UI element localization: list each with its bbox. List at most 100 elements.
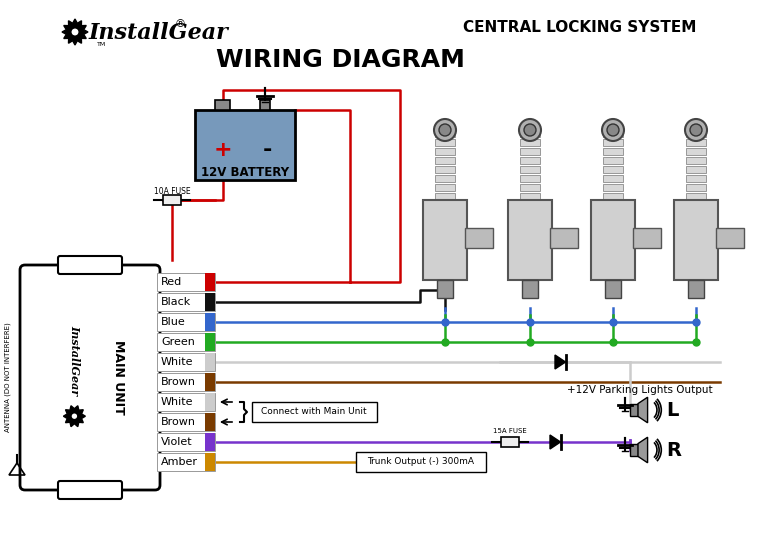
- Bar: [435, 184, 455, 191]
- Bar: [435, 157, 455, 164]
- Bar: [435, 175, 455, 182]
- Bar: [686, 166, 706, 173]
- Bar: [435, 166, 455, 173]
- Bar: [520, 184, 540, 191]
- Bar: [550, 228, 578, 248]
- Text: 10A FUSE: 10A FUSE: [154, 188, 190, 197]
- Text: Black: Black: [161, 297, 191, 307]
- Bar: [686, 184, 706, 191]
- Bar: [520, 130, 540, 137]
- FancyBboxPatch shape: [58, 256, 122, 274]
- Circle shape: [439, 124, 451, 136]
- Bar: [591, 200, 635, 280]
- Bar: [520, 193, 540, 200]
- Text: White: White: [161, 397, 193, 407]
- Bar: [157, 273, 215, 291]
- Bar: [423, 200, 467, 280]
- FancyBboxPatch shape: [58, 481, 122, 499]
- Bar: [157, 433, 215, 451]
- Circle shape: [519, 119, 541, 141]
- Text: +12V Parking Lights Output: +12V Parking Lights Output: [567, 385, 713, 395]
- Text: 12V BATTERY: 12V BATTERY: [201, 166, 289, 178]
- Text: Connect with Main Unit: Connect with Main Unit: [261, 407, 367, 416]
- Bar: [205, 353, 215, 371]
- Text: R: R: [666, 441, 681, 459]
- Bar: [603, 166, 623, 173]
- Circle shape: [602, 119, 624, 141]
- Bar: [686, 175, 706, 182]
- Bar: [157, 353, 215, 371]
- Circle shape: [690, 124, 702, 136]
- Bar: [205, 333, 215, 351]
- Bar: [520, 139, 540, 146]
- Text: White: White: [161, 357, 193, 367]
- Text: Amber: Amber: [161, 457, 198, 467]
- Text: TM: TM: [97, 42, 106, 47]
- Bar: [435, 130, 455, 137]
- Bar: [603, 193, 623, 200]
- Bar: [356, 452, 486, 472]
- Text: WIRING DIAGRAM: WIRING DIAGRAM: [215, 48, 464, 72]
- Circle shape: [607, 124, 619, 136]
- Bar: [501, 437, 519, 447]
- Bar: [603, 175, 623, 182]
- Bar: [520, 175, 540, 182]
- Bar: [252, 402, 377, 422]
- Bar: [674, 200, 718, 280]
- Bar: [686, 130, 706, 137]
- Text: 15A FUSE: 15A FUSE: [493, 428, 526, 434]
- Polygon shape: [550, 435, 561, 449]
- Bar: [205, 413, 215, 431]
- Circle shape: [524, 124, 536, 136]
- Bar: [157, 453, 215, 471]
- Bar: [686, 139, 706, 146]
- Circle shape: [685, 119, 707, 141]
- Bar: [520, 157, 540, 164]
- Bar: [465, 228, 493, 248]
- Bar: [688, 280, 704, 298]
- Polygon shape: [63, 406, 85, 427]
- Bar: [520, 148, 540, 155]
- FancyBboxPatch shape: [195, 110, 295, 180]
- Bar: [603, 184, 623, 191]
- Bar: [603, 139, 623, 146]
- Polygon shape: [555, 355, 566, 369]
- Text: Brown: Brown: [161, 377, 196, 387]
- Bar: [205, 373, 215, 391]
- Bar: [157, 293, 215, 311]
- Text: Red: Red: [161, 277, 183, 287]
- Bar: [605, 280, 621, 298]
- Bar: [435, 139, 455, 146]
- Text: MAIN UNIT: MAIN UNIT: [112, 340, 125, 415]
- Circle shape: [71, 412, 78, 420]
- Bar: [716, 228, 744, 248]
- Text: -: -: [262, 140, 271, 160]
- Bar: [435, 148, 455, 155]
- Text: InstallGear: InstallGear: [89, 22, 229, 44]
- Bar: [437, 280, 453, 298]
- Text: Trunk Output (-) 300mA: Trunk Output (-) 300mA: [367, 458, 474, 466]
- Bar: [205, 273, 215, 291]
- Bar: [157, 333, 215, 351]
- Bar: [520, 166, 540, 173]
- Bar: [157, 413, 215, 431]
- Polygon shape: [638, 397, 647, 423]
- Bar: [205, 313, 215, 331]
- Bar: [603, 148, 623, 155]
- Bar: [522, 280, 538, 298]
- Bar: [508, 200, 552, 280]
- Bar: [435, 193, 455, 200]
- Bar: [633, 228, 661, 248]
- Bar: [205, 433, 215, 451]
- Text: Green: Green: [161, 337, 195, 347]
- Text: +: +: [214, 140, 232, 160]
- Text: ANTENNA (DO NOT INTERFERE): ANTENNA (DO NOT INTERFERE): [5, 323, 11, 433]
- Bar: [157, 393, 215, 411]
- Bar: [157, 313, 215, 331]
- Bar: [630, 404, 638, 416]
- Bar: [630, 444, 638, 456]
- Text: Blue: Blue: [161, 317, 186, 327]
- Text: L: L: [666, 400, 679, 420]
- Bar: [260, 100, 270, 110]
- Text: ®: ®: [174, 19, 185, 29]
